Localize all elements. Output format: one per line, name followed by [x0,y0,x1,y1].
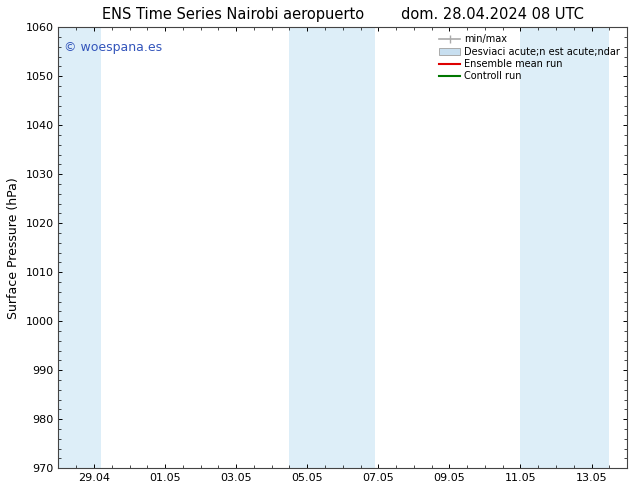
Text: © woespana.es: © woespana.es [64,41,162,53]
Bar [521,27,563,468]
Legend: min/max, Desviaci acute;n est acute;ndar, Ensemble mean run, Controll run: min/max, Desviaci acute;n est acute;ndar… [437,32,622,83]
Y-axis label: Surface Pressure (hPa): Surface Pressure (hPa) [7,177,20,318]
Bar [290,27,335,468]
Bar [58,27,101,468]
Bar [335,27,375,468]
Title: ENS Time Series Nairobi aeropuerto        dom. 28.04.2024 08 UTC: ENS Time Series Nairobi aeropuerto dom. … [102,7,584,22]
Bar [563,27,609,468]
